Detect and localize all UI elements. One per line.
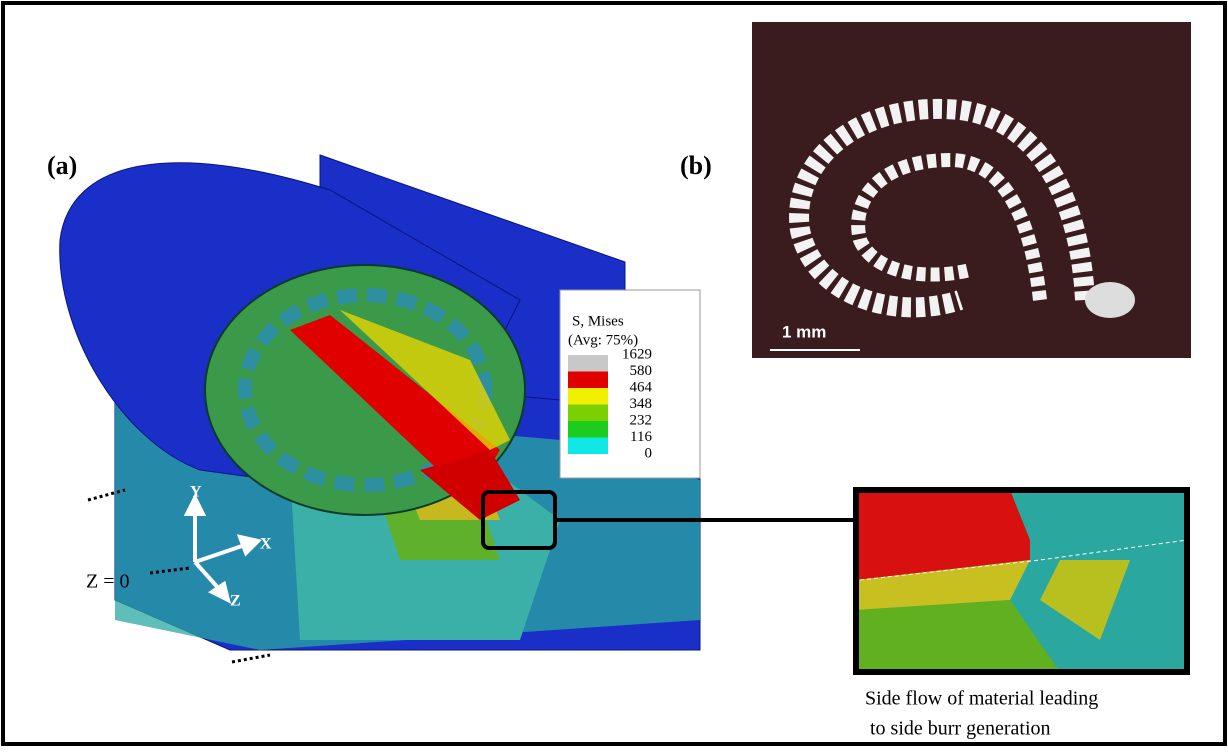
scale-label: 1 mm: [782, 322, 826, 341]
legend-swatch: [568, 355, 608, 372]
caption: to side burr generation: [865, 718, 1051, 740]
legend-swatch: [568, 421, 608, 438]
legend-swatch: [568, 438, 608, 455]
legend-swatch: [568, 388, 608, 405]
legend-value: 116: [630, 429, 652, 445]
panel-label: (a): [47, 151, 77, 180]
legend-value: 1629: [622, 346, 652, 362]
zoom-inset: [856, 490, 1187, 672]
legend-value: 348: [630, 396, 653, 412]
axis-y: Y: [190, 484, 202, 501]
figure: Y X Z Z = 0 (a) S, Mises (Avg: 75%) 1629…: [0, 0, 1228, 747]
legend-value: 232: [630, 412, 653, 428]
legend-value: 464: [630, 379, 653, 395]
axis-x: X: [260, 536, 272, 553]
legend-swatch: [568, 405, 608, 422]
legend-swatch: [568, 372, 608, 389]
axis-z: Z: [230, 593, 241, 610]
caption: Side flow of material leading: [865, 688, 1098, 710]
plane-label: Z = 0: [86, 571, 130, 593]
panel-label: (b): [680, 151, 712, 180]
legend-title: S, Mises: [572, 313, 624, 329]
legend-value: 0: [645, 445, 653, 461]
legend-value: 580: [630, 363, 653, 379]
